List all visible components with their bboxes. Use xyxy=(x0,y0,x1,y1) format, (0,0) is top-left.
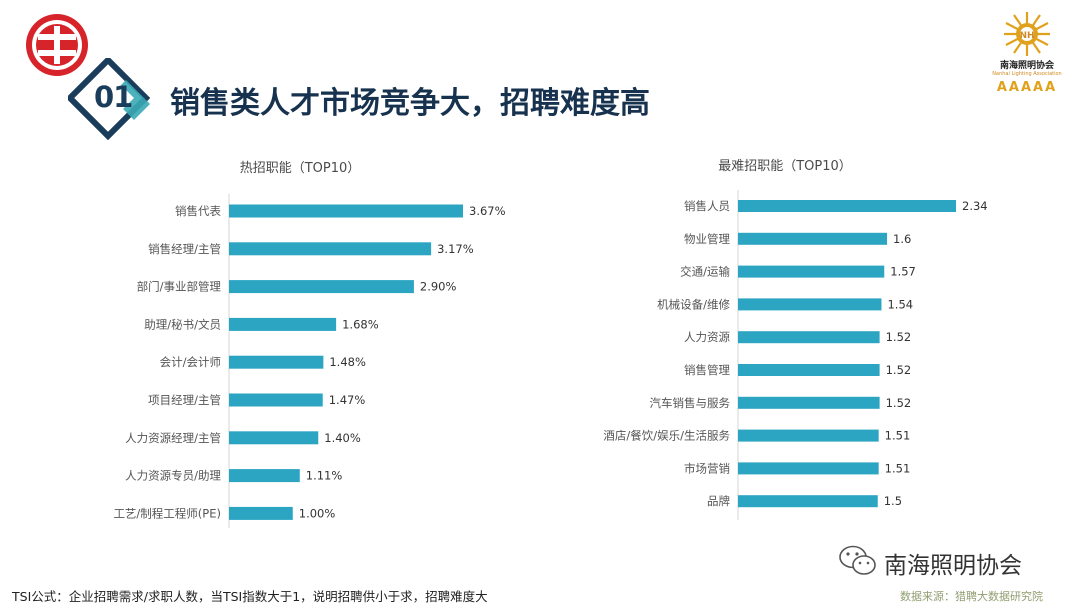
value-label: 1.52 xyxy=(886,396,912,410)
bar xyxy=(738,364,880,376)
bar xyxy=(229,355,324,369)
bar xyxy=(738,396,880,409)
bar xyxy=(229,431,319,445)
hardest-jobs-chart: 最难招职能（TOP10） 销售人员 2.34 物业管理 1.6 交通/运输 1.57 机械设… xyxy=(603,159,988,520)
category-label: 交通/运输 xyxy=(680,265,730,279)
bar xyxy=(229,204,463,218)
association-name-en: Nanhai Lighting Association xyxy=(992,71,1062,77)
section-number: 01 xyxy=(94,80,133,114)
bar xyxy=(738,200,956,212)
category-label: 工艺/制程工程师(PE) xyxy=(113,506,221,520)
category-label: 机械设备/维修 xyxy=(657,297,730,311)
value-label: 1.51 xyxy=(885,429,911,443)
bar xyxy=(738,298,882,311)
bar xyxy=(229,469,300,483)
bar xyxy=(229,393,323,407)
category-label: 会计/会计师 xyxy=(160,355,221,369)
data-source: 数据来源：猎聘大数据研究院 xyxy=(900,590,1043,603)
category-label: 项目经理/主管 xyxy=(148,393,221,407)
value-label: 1.40% xyxy=(324,431,361,445)
wechat-account-name: 南海照明协会 xyxy=(884,553,1022,579)
category-label: 品牌 xyxy=(707,494,730,508)
value-label: 1.52 xyxy=(886,363,912,377)
category-label: 市场营销 xyxy=(684,461,730,475)
bar xyxy=(229,317,337,331)
value-label: 1.11% xyxy=(306,469,343,483)
value-label: 3.17% xyxy=(437,242,474,256)
value-label: 1.57 xyxy=(890,265,916,279)
category-label: 销售人员 xyxy=(684,199,730,213)
value-label: 1.51 xyxy=(885,461,911,475)
value-label: 1.5 xyxy=(884,494,902,508)
value-label: 2.34 xyxy=(962,199,988,213)
association-name: 南海照明协会 xyxy=(999,61,1054,71)
category-label: 物业管理 xyxy=(684,232,730,246)
hot-jobs-chart: 热招职能（TOP10） 销售代表 3.67% 销售经理/主管 3.17% 部门/事业部管… xyxy=(113,161,506,528)
bar xyxy=(738,495,878,508)
category-label: 汽车销售与服务 xyxy=(650,396,731,410)
svg-text:NH: NH xyxy=(1019,31,1034,41)
bar xyxy=(738,429,879,442)
bar xyxy=(229,280,414,294)
value-label: 3.67% xyxy=(469,204,506,218)
category-label: 销售经理/主管 xyxy=(148,242,221,256)
category-label: 酒店/餐饮/娱乐/生活服务 xyxy=(603,429,730,443)
chart-title: 热招职能（TOP10） xyxy=(240,161,361,176)
bar xyxy=(229,506,293,520)
tsi-formula-note: TSI公式：企业招聘需求/求职人数，当TSI指数大于1，说明招聘供小于求，招聘难… xyxy=(12,589,488,604)
category-label: 销售代表 xyxy=(175,204,221,218)
category-label: 人力资源专员/助理 xyxy=(125,469,221,483)
value-label: 1.6 xyxy=(893,232,911,246)
bar xyxy=(738,232,888,245)
category-label: 销售管理 xyxy=(684,363,730,377)
wechat-watermark: 南海照明协会 xyxy=(838,540,1068,580)
rating-badge: AAAAA xyxy=(996,80,1058,95)
page-title: 销售类人才市场竞争大，招聘难度高 xyxy=(170,86,650,121)
bar xyxy=(738,462,879,475)
wechat-icon xyxy=(839,545,876,575)
chart-title: 最难招职能（TOP10） xyxy=(718,159,852,174)
category-label: 人力资源经理/主管 xyxy=(125,431,221,445)
value-label: 1.00% xyxy=(299,506,336,520)
value-label: 1.48% xyxy=(329,355,366,369)
section-diamond-icon xyxy=(68,58,151,140)
bar xyxy=(229,242,432,256)
bar xyxy=(738,265,885,278)
value-label: 1.47% xyxy=(329,393,366,407)
union-emblem-logo xyxy=(26,14,88,76)
sun-icon: NH xyxy=(1004,12,1050,56)
bar xyxy=(738,331,880,344)
value-label: 1.68% xyxy=(342,317,379,331)
value-label: 1.52 xyxy=(886,330,912,344)
value-label: 1.54 xyxy=(887,297,913,311)
category-label: 助理/秘书/文员 xyxy=(144,317,221,331)
category-label: 部门/事业部管理 xyxy=(137,280,222,294)
value-label: 2.90% xyxy=(420,280,457,294)
category-label: 人力资源 xyxy=(684,330,730,344)
association-logo: NH 南海照明协会 Nanhai Lighting Association AA… xyxy=(988,10,1066,96)
